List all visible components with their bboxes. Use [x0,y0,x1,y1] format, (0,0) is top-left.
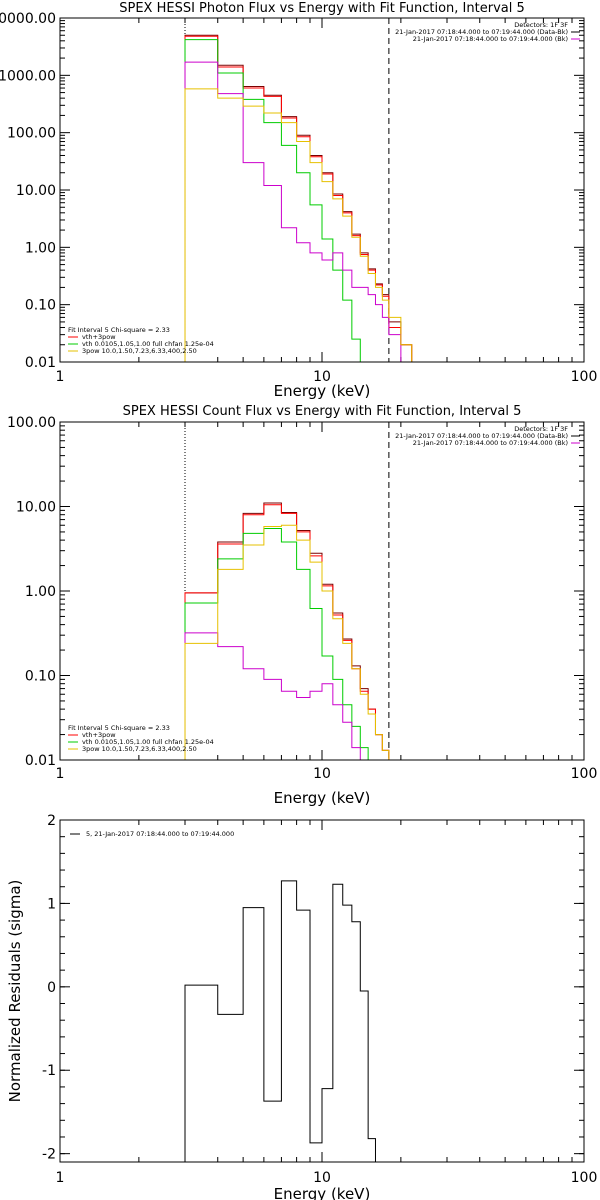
chart-2-x-axis-label: Energy (keV) [274,789,371,807]
chart-1-y-tick-label: 0.10 [25,298,56,314]
chart-3-x-tick-label: 1 [56,1170,65,1186]
chart-3-x-tick-label: 100 [571,1170,598,1186]
chart-2-legend-fit-text: Fit Interval 5 Chi-square = 2.33 [68,724,170,732]
chart-3-y-tick-label: 2 [47,813,56,829]
chart-2-y-tick-label: 100.00 [7,415,56,431]
chart-1-title: SPEX HESSI Photon Flux vs Energy with Fi… [119,1,525,16]
chart-1-header-line: 21-Jan-2017 07:18:44.000 to 07:19:44.000… [413,35,568,43]
chart-2-x-tick-label: 100 [571,766,598,782]
chart-3-y-axis-label: Normalized Residuals (sigma) [6,880,24,1103]
chart-2-x-tick-label: 1 [56,766,65,782]
chart-1-plot-frame [59,17,585,363]
chart-1-legend-label: 3pow 10.0,1.50,7.23,6.33,400,2.50 [82,347,197,355]
chart-2-series-2-steps [184,504,390,760]
chart-2-series-group [184,502,390,760]
chart-2-plot-frame [59,421,585,761]
chart-1-y-tick-label: 10000.00 [0,11,56,27]
chart-2-header-line: Detectors: 1F 3F [514,425,568,433]
chart-1-series-2-steps [184,35,427,362]
chart-2-header-line: 21-Jan-2017 07:18:44.000 to 07:19:44.000… [413,439,568,447]
chart-1-x-tick-label: 10 [313,369,331,385]
chart-1-legend-fit-text: Fit Interval 5 Chi-square = 2.33 [68,326,170,334]
chart-1-header-line: Detectors: 1F 3F [514,21,568,29]
chart-2-x-tick-label: 10 [313,766,331,782]
chart-2-y-tick-label: 0.01 [25,753,56,769]
chart-3-series-1-steps [184,880,390,1162]
chart-1-legend-label: vth+3pow [82,333,116,341]
chart-2-y-tick-label: 1.00 [25,584,56,600]
chart-2-series-3-steps [184,527,376,760]
chart-2-group [59,421,585,761]
chart-1-y-tick-label: 1000.00 [0,68,56,84]
chart-2-series-4-steps [184,632,369,760]
chart-1-series-3-steps [184,39,369,362]
chart-2-title: SPEX HESSI Count Flux vs Energy with Fit… [123,404,522,419]
chart-2-legend-label: vth 0.0105,1.05,1.00 full chfan 1.25e-04 [82,738,214,746]
chart-1-y-tick-label: 100.00 [7,126,56,142]
chart-2-header-line: 21-Jan-2017 07:18:44.000 to 07:19:44.000… [395,432,568,440]
chart-1-x-tick-label: 100 [571,369,598,385]
chart-1-x-axis-label: Energy (keV) [274,382,371,400]
chart-1-group [59,17,585,363]
chart-3-y-tick-label: -2 [42,1147,56,1163]
chart-3-legend-label: 5, 21-Jan-2017 07:18:44.000 to 07:19:44.… [86,830,234,838]
chart-1-y-tick-label: 10.00 [16,183,56,199]
chart-3-y-tick-label: -1 [42,1063,56,1079]
chart-2-y-tick-label: 0.10 [25,669,56,685]
chart-1-y-tick-label: 1.00 [25,240,56,256]
chart-1-series-5-steps [184,88,427,362]
chart-3-series-group [184,880,390,1162]
chart-3-x-axis-label: Energy (keV) [274,1185,371,1200]
chart-2-y-tick-label: 10.00 [16,500,56,516]
chart-1-legend-label: vth 0.0105,1.05,1.00 full chfan 1.25e-04 [82,340,214,348]
chart-2-series-5-steps [184,524,390,760]
chart-2-legend-label: 3pow 10.0,1.50,7.23,6.33,400,2.50 [82,745,197,753]
chart-3-x-tick-label: 10 [313,1170,331,1186]
chart-1-x-tick-label: 1 [56,369,65,385]
chart-1-header-line: 21-Jan-2017 07:18:44.000 to 07:19:44.000… [395,28,568,36]
chart-1-series-4-steps [184,61,413,362]
chart-2-legend-label: vth+3pow [82,731,116,739]
chart-3-y-tick-label: 1 [47,896,56,912]
chart-3-group [59,819,585,1163]
chart-3-y-tick-label: 0 [47,980,56,996]
chart-1-y-tick-label: 0.01 [25,355,56,371]
chart-1-series-group [184,34,427,362]
chart-2-series-1-steps [184,502,390,760]
chart-3-plot-frame [59,819,585,1163]
